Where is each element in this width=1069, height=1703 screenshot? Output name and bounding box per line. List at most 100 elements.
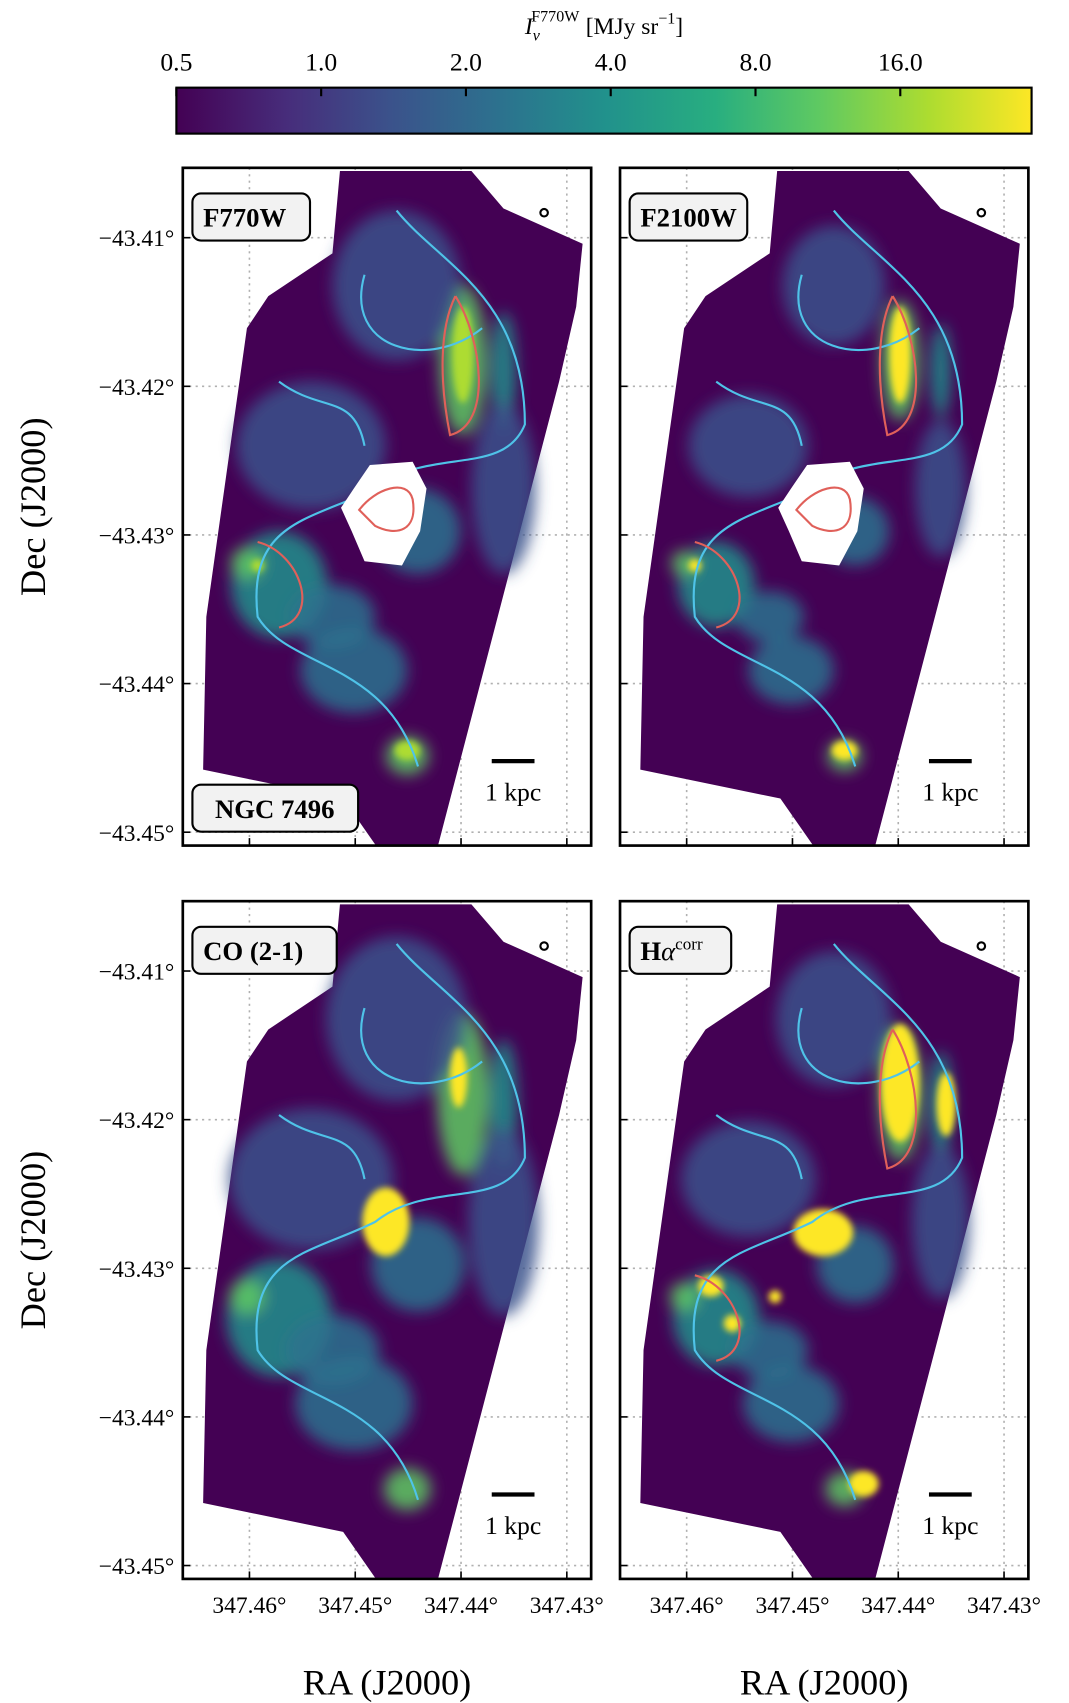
panel-frame — [181, 166, 593, 847]
scale-bar-label: 1 kpc — [485, 778, 541, 807]
saturated-center — [341, 461, 427, 566]
panel-title-symbol: α — [661, 936, 676, 966]
emission — [468, 1127, 539, 1316]
panel-title-box — [628, 925, 733, 975]
panel-title-text: F770W — [203, 203, 286, 233]
saturated-center — [778, 461, 864, 566]
emission — [332, 210, 461, 361]
colorbar-tick-label: 4.0 — [595, 48, 627, 77]
map-peaks — [698, 1024, 956, 1497]
emission — [471, 403, 536, 575]
colorbar-label-part: F770W — [531, 8, 580, 25]
x-tick-label: 347.43° — [967, 1593, 1041, 1619]
map-peaks — [362, 1047, 468, 1257]
galaxy-map — [203, 904, 583, 1578]
emission — [228, 1108, 394, 1250]
panel-title-box — [628, 192, 749, 242]
galaxy-map — [203, 171, 583, 845]
emission — [742, 1365, 840, 1443]
contour — [255, 943, 526, 1501]
emission — [230, 547, 263, 580]
panel-title-box — [191, 192, 312, 242]
galaxy-name: NGC 7496 — [215, 794, 335, 824]
emission — [300, 627, 408, 714]
x-tick-label: 347.46° — [650, 1593, 724, 1619]
emission-peak — [793, 1209, 854, 1257]
y-axis-label: Dec (J2000) — [13, 1151, 53, 1330]
x-axis-label: RA (J2000) — [740, 1662, 909, 1702]
emission-peak — [362, 1187, 410, 1257]
emission — [748, 636, 834, 705]
contour — [694, 1028, 918, 1362]
scale-bar-label: 1 kpc — [922, 778, 978, 807]
beam — [976, 207, 987, 218]
galaxy-map — [640, 904, 1020, 1578]
colorbar-tick-label: 2.0 — [450, 48, 482, 77]
colorbar-label-part: −1 — [658, 11, 675, 28]
emission-peak — [880, 1024, 920, 1142]
x-axis-label: RA (J2000) — [303, 1662, 472, 1702]
y-tick-label: −43.43° — [99, 1257, 175, 1283]
emission-peak — [394, 740, 421, 761]
contour — [257, 295, 480, 629]
contour — [278, 1007, 483, 1180]
panel-title-text: F2100W — [640, 203, 737, 233]
panel-frame — [618, 166, 1030, 847]
x-tick-label: 347.45° — [755, 1593, 829, 1619]
x-tick-label: 347.46° — [212, 1593, 286, 1619]
panel-title: F2100W — [640, 203, 737, 233]
scale-bar-label: 1 kpc — [485, 1511, 541, 1540]
panel-frame — [181, 899, 593, 1581]
colorbar-label: Iν F770W [MJy sr−1] — [524, 8, 683, 44]
colorbar-tick-label: 0.5 — [160, 48, 192, 77]
x-tick-label: 347.44° — [424, 1593, 498, 1619]
emission — [735, 591, 804, 643]
contour — [715, 1007, 921, 1180]
emission — [680, 1121, 816, 1237]
colorbar-tick-label: 1.0 — [305, 48, 337, 77]
galaxy-map — [640, 171, 1020, 845]
emission-peak — [452, 306, 474, 404]
y-tick-label: −43.41° — [99, 226, 175, 252]
x-tick-label: 347.45° — [318, 1593, 392, 1619]
beam — [539, 207, 549, 218]
emission-peak — [698, 1275, 724, 1297]
panel-frame — [618, 899, 1030, 1581]
emission — [911, 1144, 970, 1299]
panel-title: CO (2-1) — [203, 936, 303, 966]
y-tick-label: −43.41° — [99, 960, 175, 986]
colorbar-label-part: ν — [533, 28, 541, 45]
panel-title-box — [191, 925, 338, 975]
beam — [976, 941, 987, 951]
emission-peak — [848, 1470, 879, 1497]
emission — [915, 420, 967, 557]
panel: 1 kpc Hαcorr 347.46° 347.45° 347.44° 347.43° R… — [618, 899, 1041, 1702]
beam — [539, 941, 549, 951]
contour — [357, 486, 415, 532]
panel: 1 kpc F2100W — [618, 166, 1030, 847]
panel-title-sup: corr — [675, 934, 703, 953]
emission — [229, 1279, 265, 1315]
panel: 1 kpc F770W NGC 7496 −43.41° −43.42° −43.43° −… — [13, 166, 593, 847]
colorbar-tick-label: 16.0 — [878, 48, 923, 77]
panel-title: F770W — [203, 203, 286, 233]
contour — [692, 943, 964, 1501]
emission — [930, 323, 951, 418]
emission — [669, 1282, 699, 1312]
colorbar-label-part: I — [524, 14, 534, 40]
colorbar-label-part: ] — [675, 14, 683, 40]
emission — [782, 225, 886, 346]
panel-title-text: CO (2-1) — [203, 936, 303, 966]
y-tick-label: −43.44° — [99, 672, 175, 698]
y-tick-label: −43.43° — [99, 523, 175, 549]
emission — [688, 394, 809, 498]
colorbar-tick-label: 8.0 — [739, 48, 771, 77]
colorbar — [175, 86, 1033, 135]
y-axis-label: Dec (J2000) — [13, 417, 53, 596]
y-tick-label: −43.45° — [99, 821, 175, 847]
emission — [326, 936, 468, 1102]
emission-peak — [889, 306, 911, 404]
y-tick-label: −43.42° — [99, 375, 175, 401]
emission — [731, 1321, 809, 1380]
contour — [694, 295, 918, 629]
